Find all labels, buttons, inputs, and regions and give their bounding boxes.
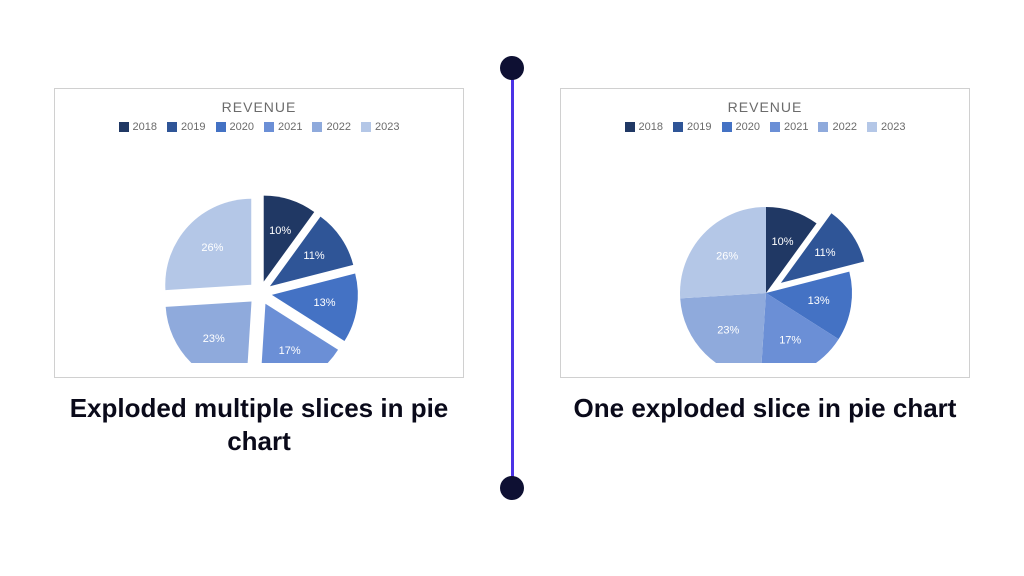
- legend-item: 2018: [119, 121, 157, 133]
- legend-item: 2022: [312, 121, 350, 133]
- legend-label: 2023: [881, 121, 905, 133]
- legend-label: 2019: [181, 121, 205, 133]
- legend-item: 2020: [216, 121, 254, 133]
- divider-line: [511, 70, 514, 490]
- legend-label: 2022: [326, 121, 350, 133]
- legend-item: 2021: [770, 121, 808, 133]
- legend-swatch: [264, 122, 274, 132]
- chart-panel-left: REVENUE 201820192020202120222023 10%11%1…: [54, 88, 464, 378]
- divider-dot-top: [500, 56, 524, 80]
- pie-slice-label: 17%: [279, 345, 301, 357]
- pie-slice-label: 13%: [808, 295, 830, 307]
- legend-swatch: [818, 122, 828, 132]
- legend-label: 2018: [639, 121, 663, 133]
- legend-label: 2020: [230, 121, 254, 133]
- legend-label: 2019: [687, 121, 711, 133]
- legend-label: 2023: [375, 121, 399, 133]
- legend-item: 2019: [167, 121, 205, 133]
- pie-chart-right: 10% 11% 13% 17% 23% 26%: [561, 133, 971, 363]
- legend-swatch: [361, 122, 371, 132]
- legend-swatch: [867, 122, 877, 132]
- legend-item: 2019: [673, 121, 711, 133]
- legend-label: 2022: [832, 121, 856, 133]
- pie-slice-label: 11%: [814, 247, 835, 259]
- pie-slice-label: 23%: [717, 325, 739, 337]
- chart-caption-right: One exploded slice in pie chart: [560, 392, 970, 425]
- pie-slice-label: 26%: [716, 250, 738, 262]
- legend-swatch: [770, 122, 780, 132]
- legend-label: 2021: [278, 121, 302, 133]
- pie-slice-label: 17%: [779, 334, 801, 346]
- chart-panel-right: REVENUE 201820192020202120222023 10%11%1…: [560, 88, 970, 378]
- legend-item: 2018: [625, 121, 663, 133]
- legend-swatch: [625, 122, 635, 132]
- chart-title-right: REVENUE: [561, 99, 969, 115]
- pie-slice-label: 11%: [303, 250, 324, 262]
- divider-dot-bottom: [500, 476, 524, 500]
- legend-swatch: [312, 122, 322, 132]
- legend-swatch: [167, 122, 177, 132]
- legend-label: 2018: [133, 121, 157, 133]
- legend-swatch: [673, 122, 683, 132]
- legend-item: 2022: [818, 121, 856, 133]
- legend-label: 2020: [736, 121, 760, 133]
- pie-slice-label: 13%: [314, 297, 336, 309]
- legend-item: 2020: [722, 121, 760, 133]
- pie-slice-label: 23%: [203, 333, 225, 345]
- legend-item: 2023: [361, 121, 399, 133]
- legend-swatch: [216, 122, 226, 132]
- chart-title-left: REVENUE: [55, 99, 463, 115]
- legend-item: 2023: [867, 121, 905, 133]
- legend-item: 2021: [264, 121, 302, 133]
- legend-left: 2018 2019 2020 2021 2022 2023: [55, 121, 463, 133]
- pie-slice-label: 26%: [201, 242, 223, 254]
- legend-swatch: [119, 122, 129, 132]
- chart-caption-left: Exploded multiple slices in pie chart: [54, 392, 464, 457]
- pie-chart-left: 10% 11% 13% 17% 23% 26%: [55, 133, 465, 363]
- legend-right: 2018 2019 2020 2021 2022 2023: [561, 121, 969, 133]
- legend-swatch: [722, 122, 732, 132]
- legend-label: 2021: [784, 121, 808, 133]
- pie-slice-label: 10%: [771, 236, 793, 248]
- pie-slice-label: 10%: [269, 225, 291, 237]
